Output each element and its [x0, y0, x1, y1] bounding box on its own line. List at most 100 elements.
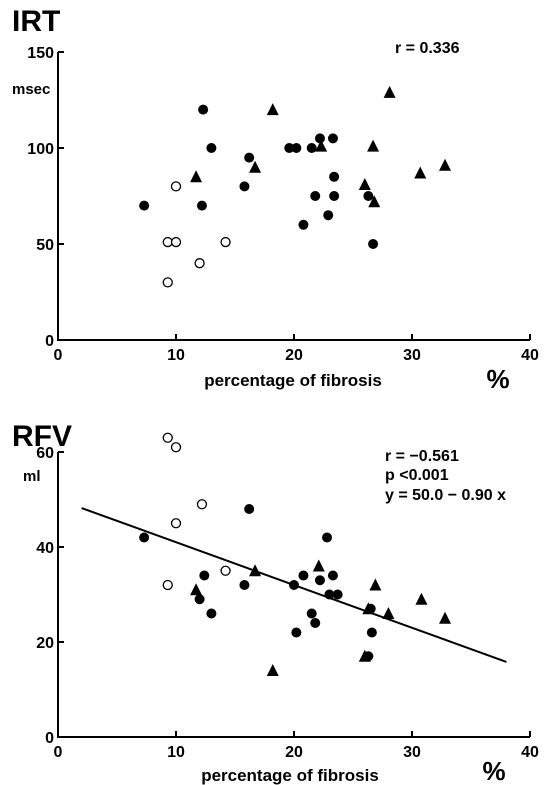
irt-point-filled-circle — [198, 104, 209, 115]
irt-point-filled-circle — [368, 239, 379, 249]
irt-point-open-circle — [220, 236, 231, 248]
irt-point-filled-triangle — [266, 103, 279, 116]
rfv-point-filled-triangle — [439, 611, 452, 624]
rfv-point-filled-circle — [298, 570, 309, 581]
rfv-panel-title: RFV — [12, 420, 72, 453]
rfv-point-filled-circle — [139, 532, 150, 543]
rfv-point-filled-triangle — [266, 664, 279, 676]
irt-correlation-annotation: r = 0.336 — [395, 40, 460, 57]
rfv-x-tick-label: 20 — [285, 744, 303, 761]
irt-point-filled-triangle — [383, 85, 396, 98]
rfv-y-tick-label: 20 — [36, 635, 54, 652]
rfv-point-filled-circle — [322, 532, 333, 543]
rfv-x-tick-label: 0 — [54, 744, 63, 761]
rfv-point-filled-circle — [291, 627, 302, 638]
irt-point-filled-circle — [306, 143, 317, 153]
rfv-point-filled-circle — [289, 580, 299, 590]
irt-y-tick-label: 0 — [45, 333, 54, 350]
irt-x-tick-label: 20 — [285, 347, 303, 364]
rfv-y-tick-label: 0 — [45, 730, 54, 747]
rfv-y-tick-label: 60 — [36, 445, 54, 462]
irt-point-open-circle — [162, 277, 173, 288]
irt-point-filled-circle — [298, 219, 309, 230]
rfv-correlation-annotation: r = −0.561 — [385, 448, 459, 465]
irt-point-filled-circle — [284, 143, 295, 153]
irt-panel: IRT msec r = 0.336 percentage of fibrosi… — [12, 5, 539, 394]
irt-point-filled-circle — [139, 200, 150, 211]
irt-point-filled-triangle — [439, 158, 452, 171]
rfv-point-open-circle — [170, 518, 182, 529]
irt-point-filled-circle — [244, 152, 255, 163]
rfv-x-tick-label: 40 — [521, 744, 539, 761]
rfv-x-unit-label: % — [482, 756, 505, 785]
irt-point-filled-triangle — [414, 166, 427, 179]
irt-point-filled-circle — [239, 181, 250, 192]
rfv-x-tick-label: 30 — [403, 744, 421, 761]
irt-x-tick-label: 30 — [403, 347, 421, 364]
rfv-point-open-circle — [220, 565, 231, 576]
irt-point-filled-circle — [329, 171, 340, 182]
irt-point-open-circle — [170, 181, 182, 192]
rfv-point-filled-triangle — [415, 592, 428, 605]
rfv-panel: RFV ml r = −0.561 p <0.001 y = 50.0 − 0.… — [12, 420, 539, 785]
rfv-p-value-annotation: p <0.001 — [385, 467, 449, 484]
irt-y-tick-label: 100 — [27, 141, 54, 158]
rfv-x-tick-label: 10 — [167, 744, 185, 761]
rfv-point-filled-triangle — [190, 583, 203, 596]
irt-panel-title: IRT — [12, 5, 60, 38]
irt-point-filled-circle — [206, 143, 217, 153]
rfv-y-axis-label: ml — [23, 468, 41, 485]
irt-y-tick-label: 150 — [27, 45, 54, 62]
rfv-point-filled-triangle — [358, 649, 371, 662]
irt-y-tick-label: 50 — [36, 237, 54, 254]
rfv-point-filled-circle — [332, 589, 343, 600]
rfv-point-open-circle — [162, 579, 173, 591]
irt-x-tick-label: 0 — [54, 347, 63, 364]
rfv-point-filled-triangle — [362, 602, 375, 615]
irt-point-filled-circle — [363, 191, 374, 201]
rfv-point-filled-circle — [327, 570, 338, 581]
irt-point-filled-triangle — [368, 195, 381, 208]
irt-point-open-circle — [194, 258, 205, 269]
irt-point-filled-triangle — [358, 177, 371, 190]
irt-x-axis-label: percentage of fibrosis — [204, 371, 382, 390]
rfv-point-filled-triangle — [312, 559, 325, 572]
irt-point-filled-circle — [329, 191, 340, 201]
rfv-point-filled-circle — [310, 618, 321, 628]
rfv-point-filled-circle — [314, 575, 325, 586]
rfv-point-open-circle — [162, 432, 173, 443]
irt-point-filled-circle — [196, 200, 207, 211]
rfv-x-axis-label: percentage of fibrosis — [201, 766, 379, 785]
irt-point-filled-circle — [314, 133, 325, 144]
rfv-point-filled-triangle — [249, 564, 262, 577]
irt-point-filled-circle — [323, 210, 334, 221]
rfv-point-filled-triangle — [382, 607, 395, 619]
rfv-point-open-circle — [196, 499, 208, 510]
rfv-point-filled-circle — [239, 580, 250, 590]
irt-point-filled-circle — [310, 191, 321, 201]
rfv-regression-equation: y = 50.0 − 0.90 x — [385, 487, 506, 504]
irt-y-axis-label: msec — [12, 81, 50, 98]
irt-x-tick-label: 10 — [167, 347, 185, 364]
rfv-point-filled-circle — [199, 570, 210, 581]
rfv-y-tick-label: 40 — [36, 540, 54, 557]
irt-axes — [57, 52, 530, 341]
rfv-point-filled-circle — [306, 608, 317, 619]
irt-point-filled-triangle — [315, 139, 328, 152]
irt-point-filled-triangle — [190, 170, 203, 183]
irt-point-filled-circle — [327, 133, 338, 144]
irt-point-filled-triangle — [249, 160, 262, 173]
rfv-point-filled-triangle — [369, 578, 382, 591]
rfv-point-filled-circle — [206, 608, 217, 619]
irt-point-filled-triangle — [367, 139, 380, 152]
rfv-point-filled-circle — [324, 589, 335, 600]
irt-x-unit-label: % — [486, 364, 509, 394]
rfv-point-filled-circle — [366, 627, 377, 638]
irt-point-open-circle — [170, 236, 182, 248]
rfv-point-filled-circle — [244, 504, 255, 514]
rfv-point-filled-circle — [194, 594, 205, 605]
rfv-point-open-circle — [170, 442, 182, 453]
irt-point-filled-circle — [291, 143, 302, 153]
irt-x-tick-label: 40 — [521, 347, 539, 364]
